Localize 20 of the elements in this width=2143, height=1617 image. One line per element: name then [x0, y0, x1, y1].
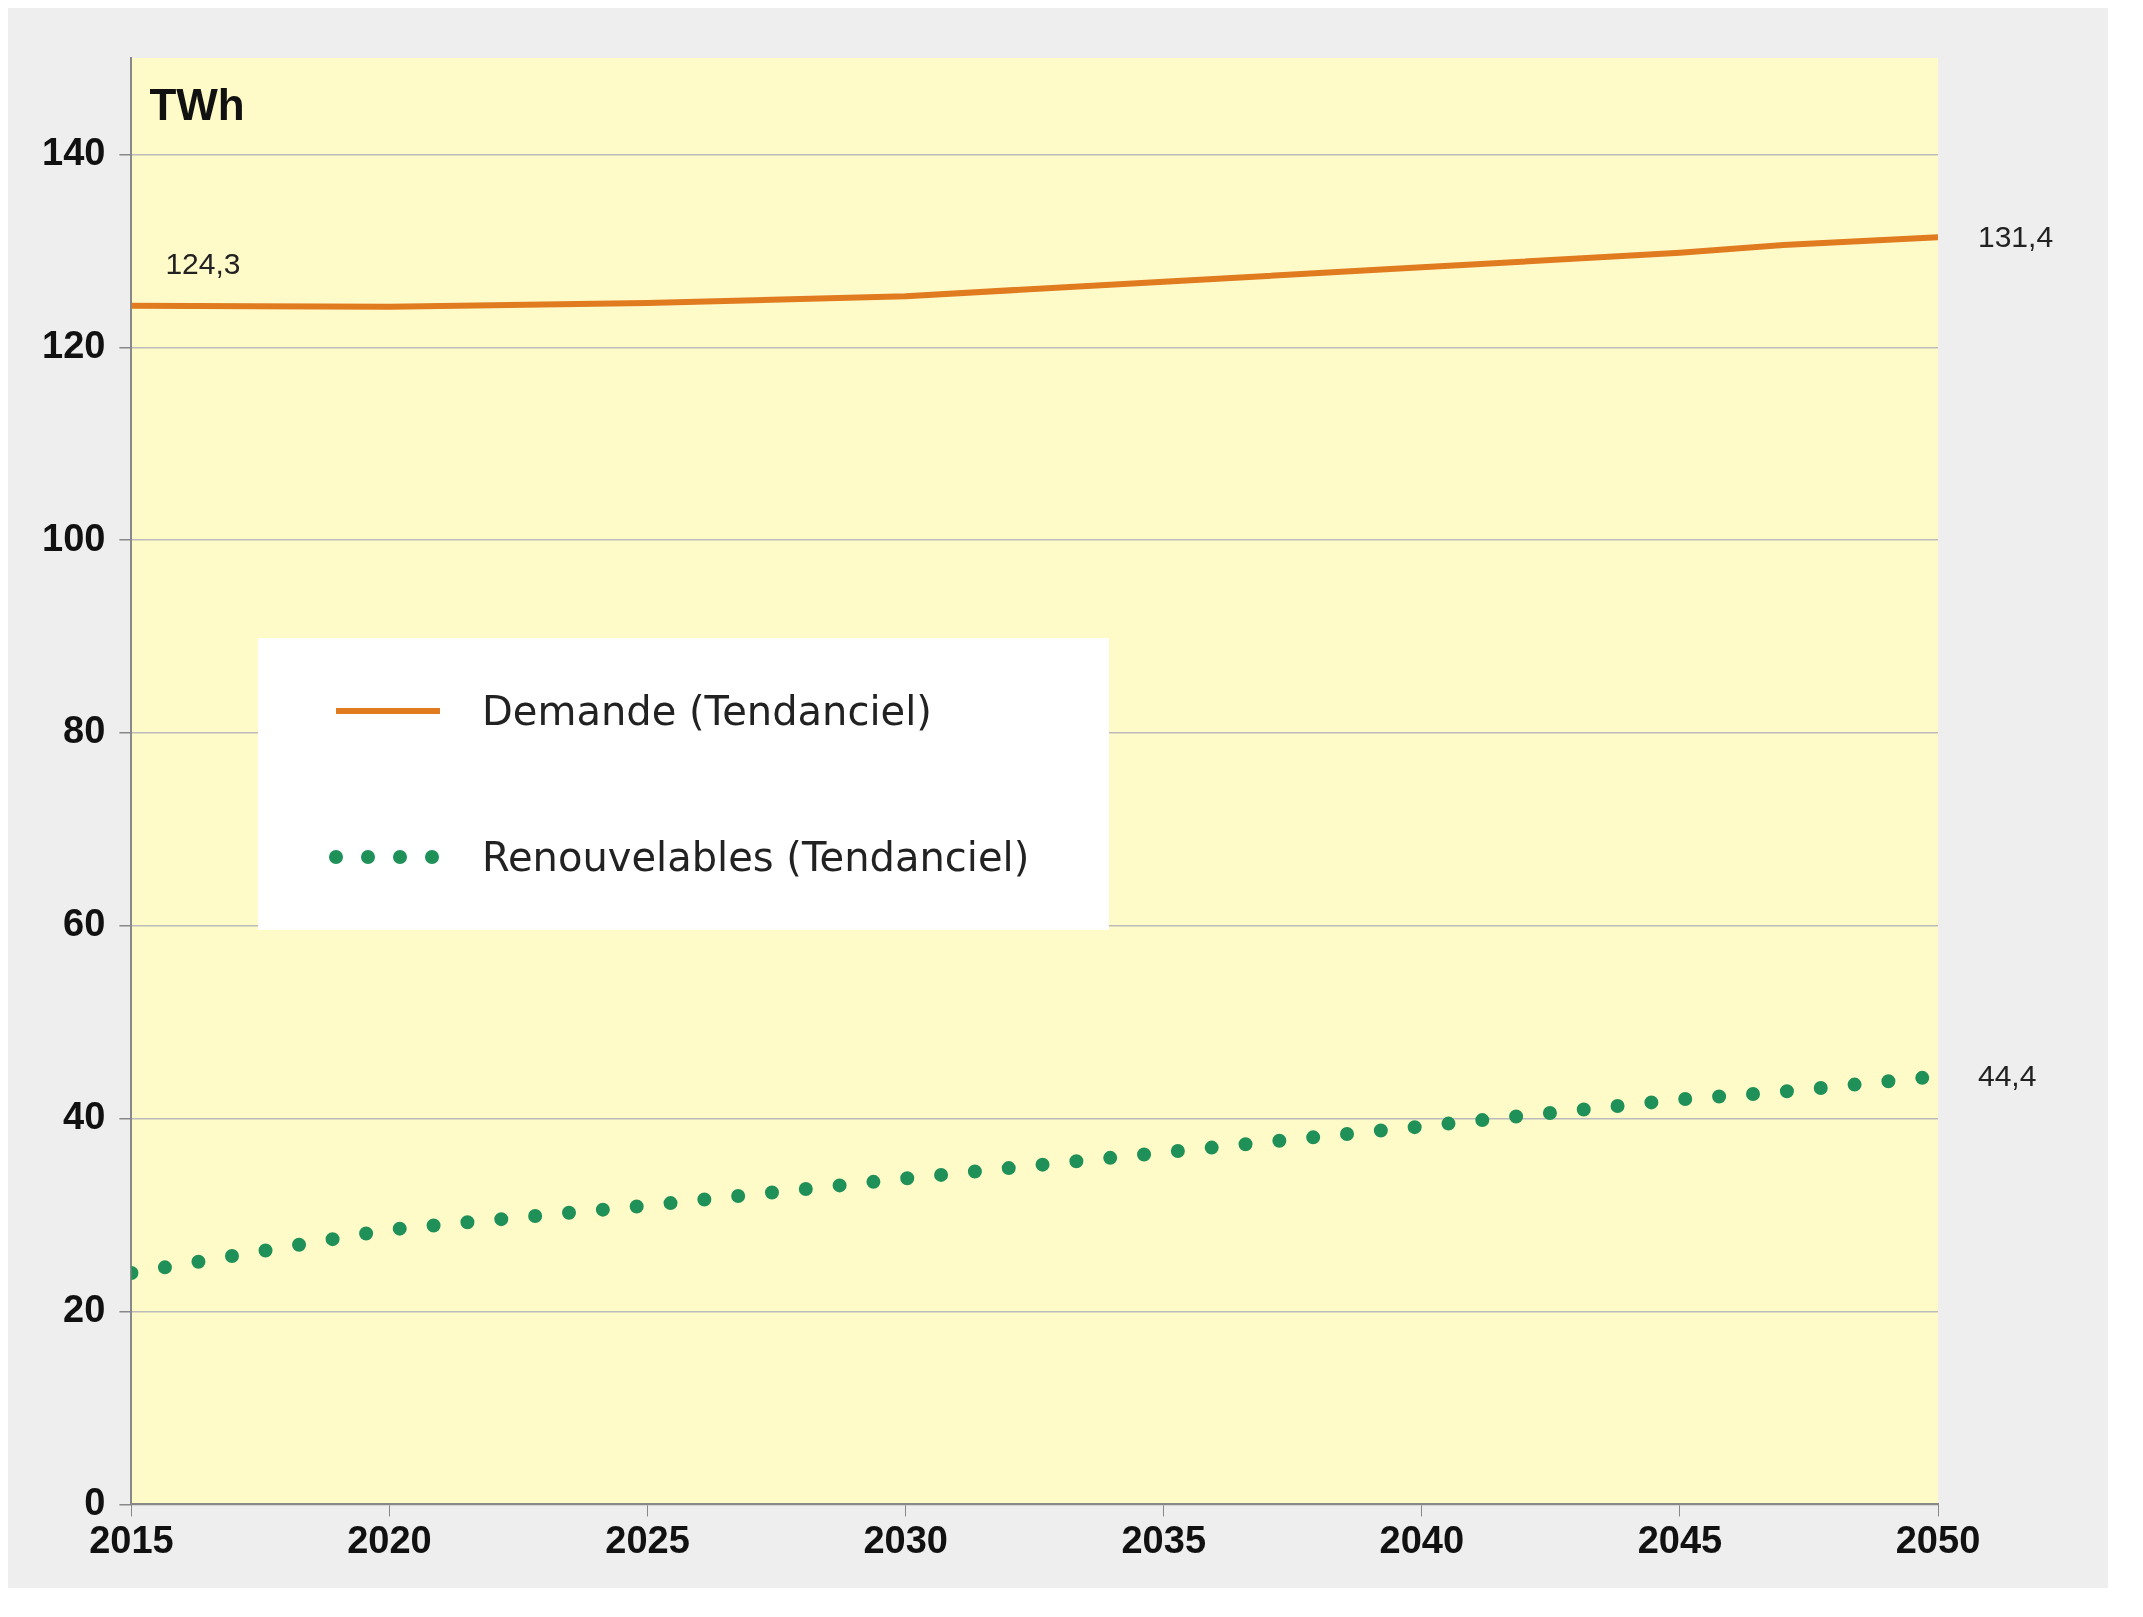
x-tick-label: 2020 [347, 1518, 432, 1561]
x-tick-label: 2040 [1379, 1518, 1465, 1561]
x-tick-label: 2045 [1637, 1518, 1723, 1561]
x-tick-label: 2030 [863, 1518, 948, 1561]
data-label: 131,4 [1978, 219, 2054, 256]
data-label: 124,3 [165, 245, 241, 282]
x-tick-label: 2025 [605, 1518, 690, 1561]
y-tick-label: 120 [42, 323, 106, 366]
y-tick-label: 80 [63, 709, 106, 752]
y-axis-title: TWh [149, 80, 245, 130]
data-label: 44,4 [1978, 1058, 2037, 1095]
y-tick-label: 20 [63, 1288, 106, 1331]
y-tick-label: 140 [42, 130, 106, 173]
y-tick-label: 40 [63, 1095, 106, 1138]
x-tick-label: 2035 [1121, 1518, 1207, 1561]
y-tick-label: 100 [42, 516, 106, 559]
legend-label: Renouvelables (Tendanciel) [482, 834, 1030, 880]
x-tick-label: 2050 [1895, 1518, 1981, 1561]
y-tick-label: 60 [63, 902, 106, 945]
legend-label: Demande (Tendanciel) [482, 688, 932, 734]
